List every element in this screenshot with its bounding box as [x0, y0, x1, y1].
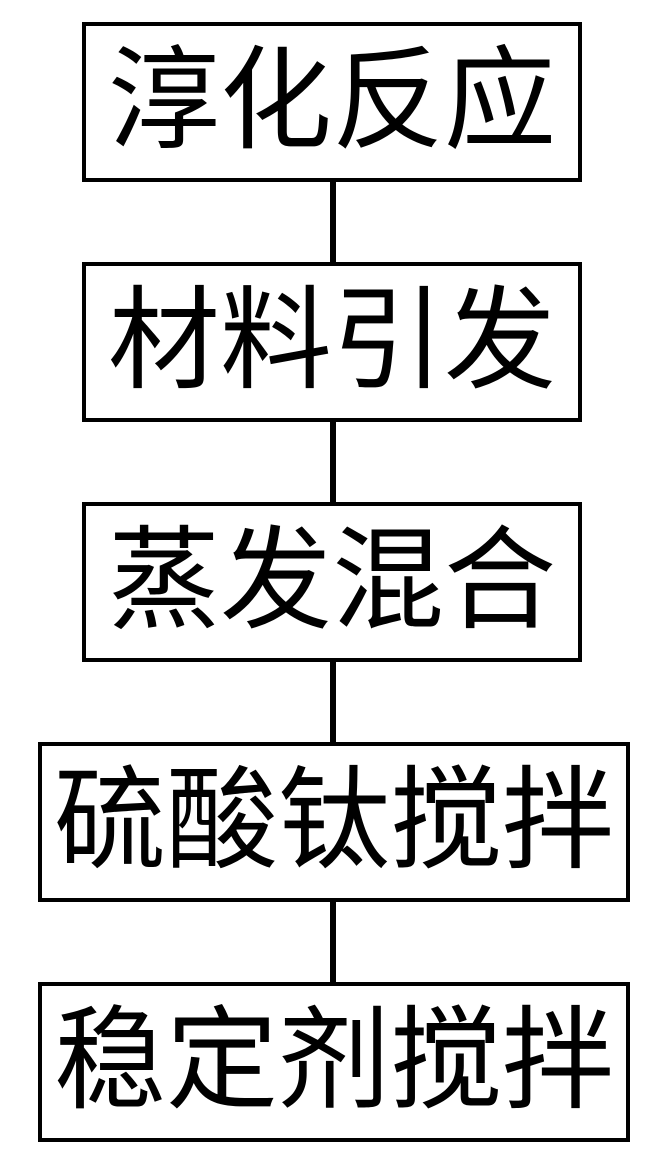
flow-node-5-label: 稳定剂搅拌 — [54, 1006, 614, 1118]
flow-edge-2 — [330, 422, 336, 502]
flow-node-2-label: 材料引发 — [108, 286, 556, 398]
flow-node-5: 稳定剂搅拌 — [38, 982, 630, 1142]
flow-node-4: 硫酸钛搅拌 — [38, 742, 630, 902]
flow-edge-1 — [330, 182, 336, 262]
flow-node-4-label: 硫酸钛搅拌 — [54, 766, 614, 878]
flow-node-1: 淳化反应 — [82, 22, 582, 182]
flow-node-3-label: 蒸发混合 — [108, 526, 556, 638]
flowchart-container: 淳化反应 材料引发 蒸发混合 硫酸钛搅拌 稳定剂搅拌 — [0, 0, 669, 1169]
flow-node-3: 蒸发混合 — [82, 502, 582, 662]
flow-node-1-label: 淳化反应 — [108, 46, 556, 158]
flow-node-2: 材料引发 — [82, 262, 582, 422]
flow-edge-3 — [330, 662, 336, 742]
flow-edge-4 — [330, 902, 336, 982]
